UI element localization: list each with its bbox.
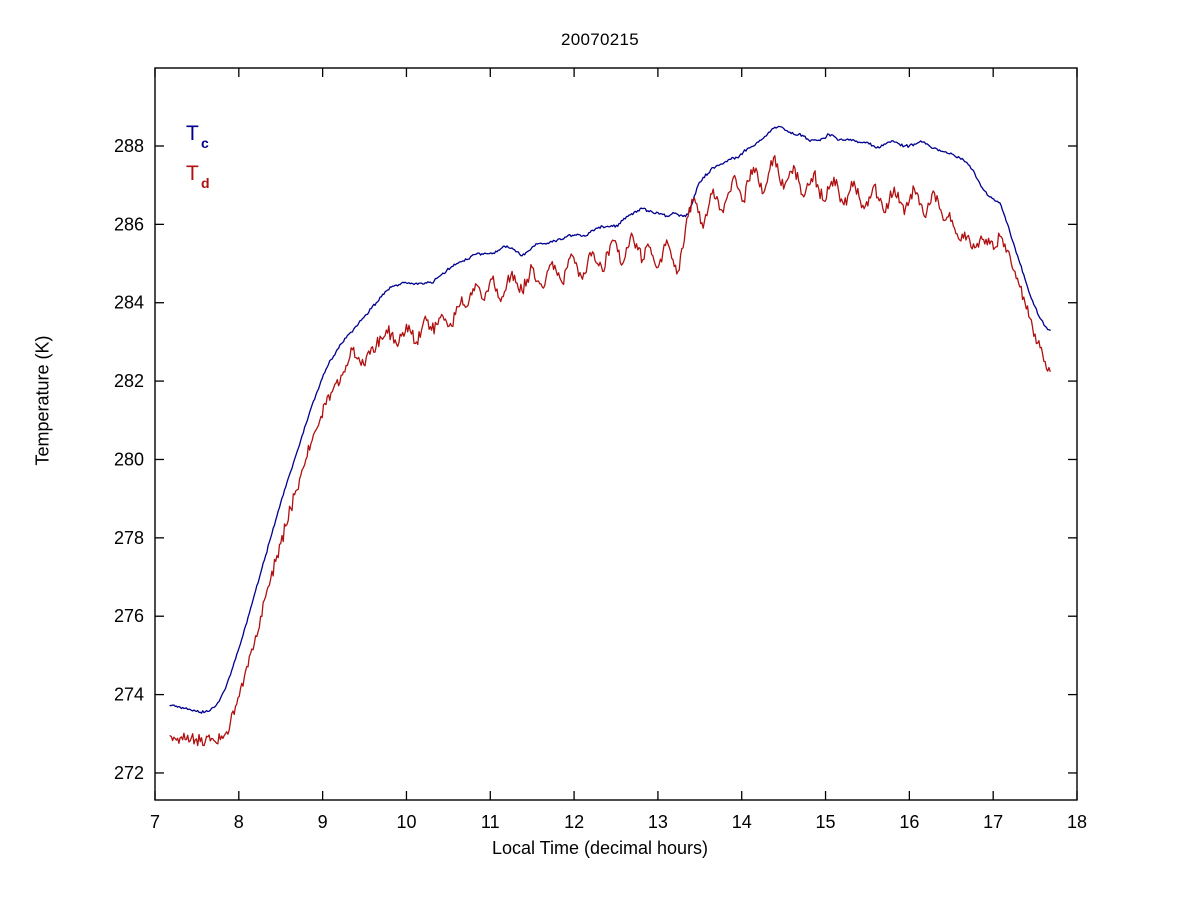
y-tick-label: 272 <box>114 763 144 783</box>
x-tick-label: 17 <box>983 812 1003 832</box>
y-tick-label: 282 <box>114 371 144 391</box>
data-series-layer <box>169 125 1051 747</box>
y-axis-ticks <box>155 145 1077 774</box>
y-tick-label: 276 <box>114 606 144 626</box>
y-tick-label: 278 <box>114 528 144 548</box>
x-tick-label: 18 <box>1067 812 1087 832</box>
chart-title: 20070215 <box>560 30 640 49</box>
x-tick-label: 10 <box>396 812 416 832</box>
y-axis-tick-labels: 272 274 276 278 280 282 284 286 288 <box>114 136 144 783</box>
x-tick-label: 11 <box>481 812 500 832</box>
x-tick-label: 14 <box>732 812 752 832</box>
x-tick-label: 16 <box>899 812 919 832</box>
x-tick-label: 15 <box>816 812 836 832</box>
y-axis-label: Temperature (K) <box>32 335 53 466</box>
chart-legend: T c T d <box>186 122 210 191</box>
plot-frame <box>154 67 1078 801</box>
x-tick-label: 9 <box>318 812 328 832</box>
x-axis-tick-labels: 7 8 9 10 11 12 13 14 15 16 17 18 <box>150 812 1087 832</box>
y-tick-label: 288 <box>114 136 144 156</box>
y-tick-label: 274 <box>114 685 144 705</box>
series-line-td <box>169 155 1051 747</box>
x-axis-ticks <box>154 68 1078 800</box>
x-tick-label: 13 <box>648 812 668 832</box>
y-tick-label: 284 <box>114 293 144 313</box>
x-tick-label: 12 <box>564 812 584 832</box>
x-tick-label: 7 <box>150 812 160 832</box>
y-tick-label: 286 <box>114 214 144 234</box>
legend-item-tc-subscript: c <box>201 135 209 151</box>
series-line-tc <box>169 125 1051 714</box>
legend-item-td: T <box>186 162 199 185</box>
legend-item-td-subscript: d <box>201 175 210 191</box>
legend-item-tc: T <box>186 122 199 145</box>
x-axis-label: Local Time (decimal hours) <box>491 838 709 858</box>
x-tick-label: 8 <box>234 812 244 832</box>
y-tick-label: 280 <box>114 449 144 469</box>
